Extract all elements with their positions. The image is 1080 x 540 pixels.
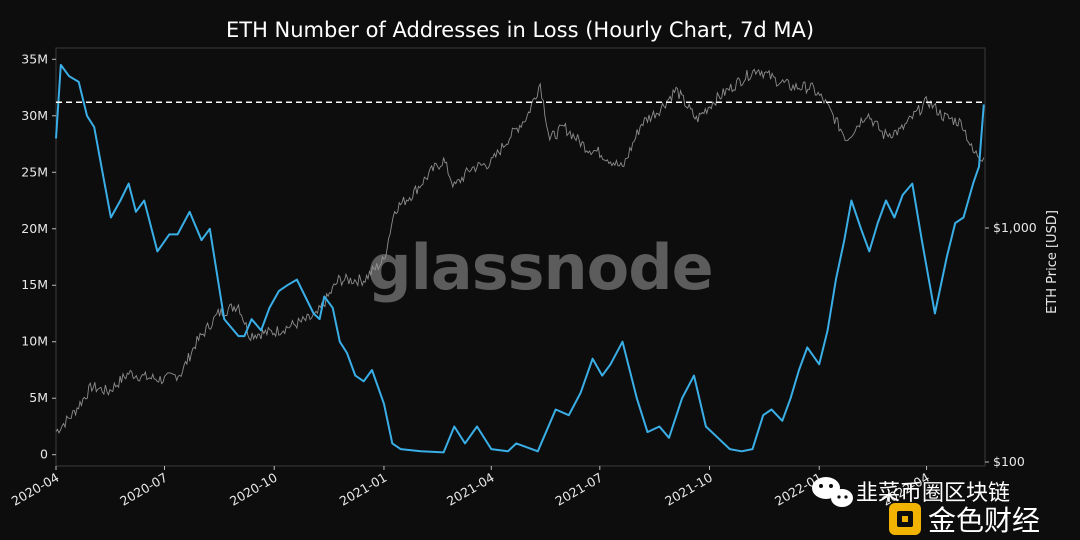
left-tick-label: 10M (21, 334, 48, 349)
right-tick-label: $100 (993, 454, 1025, 469)
plot-frame (55, 47, 986, 467)
left-tick-label: 5M (29, 390, 48, 405)
left-tick-label: 20M (21, 221, 48, 236)
jinse-logo-icon (889, 503, 921, 535)
x-tick-label: 2021-04 (444, 470, 497, 509)
left-tick-label: 15M (21, 277, 48, 292)
x-tick-label: 2021-01 (337, 470, 390, 509)
wechat-icon (812, 477, 853, 507)
chart-title: ETH Number of Addresses in Loss (Hourly … (226, 18, 814, 42)
eth-price-line (55, 68, 985, 434)
series-layer (55, 63, 985, 454)
brand-text: 金色财经 (928, 504, 1040, 537)
left-tick-label: 30M (21, 108, 48, 123)
brand-overlay: 金色财经 (889, 503, 1040, 537)
right-tick-label: $1,000 (993, 220, 1037, 235)
left-tick-label: 35M (21, 51, 48, 66)
x-tick-label: 2021-10 (662, 470, 715, 509)
right-axis-label: ETH Price [USD] (1045, 210, 1060, 314)
x-tick-label: 2020-10 (227, 470, 280, 509)
x-tick-label: 2021-07 (553, 470, 606, 509)
left-axis: 0 5M 10M 15M 20M 25M 30M 35M (21, 51, 56, 462)
x-axis: 2020-04 2020-07 2020-10 2021-01 2021-04 2021-… (9, 466, 932, 509)
plot-border (55, 47, 986, 467)
x-tick-label: 2020-04 (9, 470, 62, 509)
x-tick-label: 2020-07 (117, 470, 170, 509)
left-tick-label: 0 (40, 447, 48, 462)
channel-text: 韭菜币圈区块链 (856, 481, 1010, 506)
right-axis: $100 $1,000 (985, 220, 1037, 469)
wechat-overlay: 韭菜币圈区块链 (812, 477, 1010, 507)
glassnode-watermark: glassnode (367, 231, 712, 304)
left-tick-label: 25M (21, 164, 48, 179)
addresses-in-loss-line (55, 63, 985, 454)
